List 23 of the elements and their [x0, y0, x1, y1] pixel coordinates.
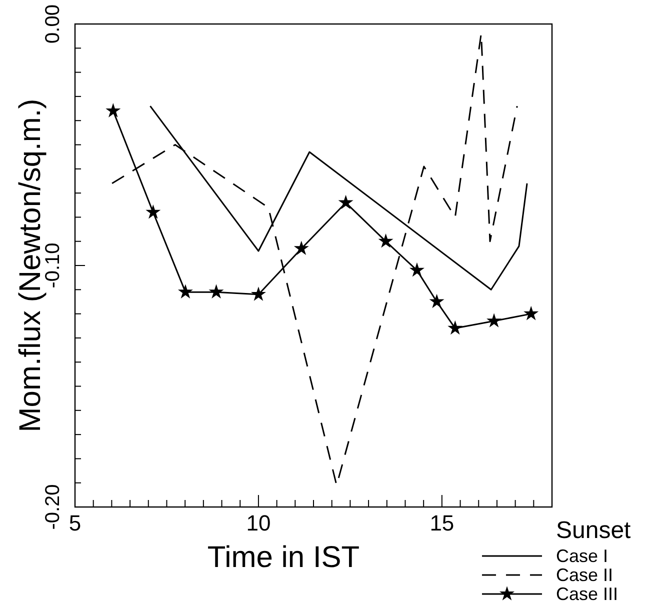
point [524, 306, 539, 320]
point [178, 284, 193, 298]
point [146, 204, 161, 219]
point [429, 294, 444, 308]
legend-label: Case II [556, 565, 614, 585]
point [250, 286, 266, 301]
point [378, 233, 394, 248]
x-tick-label: 15 [430, 510, 454, 536]
point [106, 103, 121, 118]
point [338, 194, 354, 210]
y-tick-label: 0.00 [42, 4, 64, 44]
x-tick-label: 10 [246, 510, 271, 536]
y-tick-label: -0.20 [42, 484, 64, 530]
x-tick-label: 5 [68, 510, 82, 536]
point [208, 284, 224, 298]
point [448, 320, 463, 335]
point [294, 240, 309, 255]
legend-title: Sunset [556, 517, 632, 544]
point [486, 313, 502, 328]
legend-label: Case I [556, 546, 608, 566]
x-axis-title: Time in IST [207, 541, 360, 574]
legend-label: Case III [556, 584, 618, 604]
point [409, 262, 424, 277]
